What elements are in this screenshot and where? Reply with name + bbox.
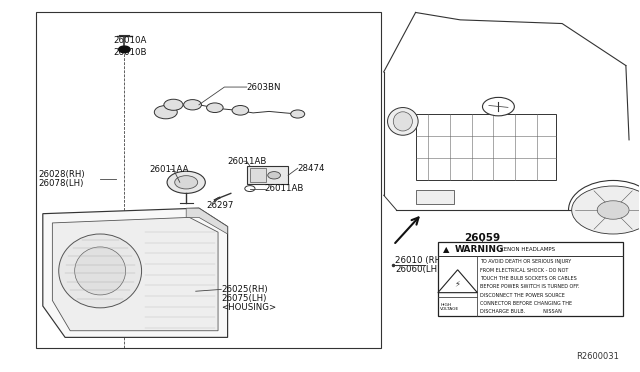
Text: BEFORE POWER SWITCH IS TURNED OFF.: BEFORE POWER SWITCH IS TURNED OFF.	[480, 284, 579, 289]
Circle shape	[232, 106, 248, 115]
Bar	[415, 114, 556, 180]
Text: 2603BN: 2603BN	[246, 83, 281, 92]
Ellipse shape	[394, 112, 412, 131]
Text: VOLTAGE: VOLTAGE	[440, 307, 460, 311]
Text: HIGH: HIGH	[440, 302, 452, 307]
Text: ▲: ▲	[443, 245, 449, 254]
Text: FROM ELECTRICAL SHOCK - DO NOT: FROM ELECTRICAL SHOCK - DO NOT	[480, 267, 568, 273]
Bar	[246, 166, 288, 184]
Text: 26011AB: 26011AB	[264, 185, 303, 193]
Circle shape	[167, 171, 205, 193]
Bar	[438, 242, 623, 316]
Circle shape	[245, 186, 255, 192]
Text: 26078(LH): 26078(LH)	[38, 179, 84, 188]
Text: 26010A: 26010A	[113, 36, 147, 45]
Text: XENON HEADLAMPS: XENON HEADLAMPS	[500, 247, 556, 251]
Circle shape	[184, 100, 202, 110]
Circle shape	[597, 201, 629, 219]
Text: WARNING: WARNING	[454, 245, 504, 254]
Ellipse shape	[59, 234, 141, 308]
Bar	[415, 190, 454, 205]
Text: 26010 (RH): 26010 (RH)	[395, 256, 445, 265]
Text: 28474: 28474	[298, 164, 325, 173]
Circle shape	[164, 99, 183, 110]
Circle shape	[268, 171, 280, 179]
Circle shape	[175, 176, 198, 189]
Text: TO AVOID DEATH OR SERIOUS INJURY: TO AVOID DEATH OR SERIOUS INJURY	[480, 259, 571, 264]
Ellipse shape	[75, 247, 125, 295]
Text: 26011AB: 26011AB	[228, 157, 267, 166]
Text: 26060(LH): 26060(LH)	[395, 264, 440, 273]
Text: 26059: 26059	[465, 233, 500, 243]
Polygon shape	[438, 270, 477, 293]
Text: 26011AA: 26011AA	[149, 165, 189, 174]
Text: DISCONNECT THE POWER SOURCE: DISCONNECT THE POWER SOURCE	[480, 293, 565, 298]
Circle shape	[291, 110, 305, 118]
Circle shape	[154, 106, 177, 119]
Circle shape	[207, 103, 223, 112]
Text: TOUCH THE BULB SOCKETS OR CABLES: TOUCH THE BULB SOCKETS OR CABLES	[480, 276, 577, 281]
Text: DISCHARGE BULB.            NISSAN: DISCHARGE BULB. NISSAN	[480, 309, 562, 314]
Polygon shape	[52, 217, 218, 331]
Text: ⚡: ⚡	[454, 279, 461, 288]
Circle shape	[572, 186, 640, 234]
Text: 26010B: 26010B	[113, 48, 147, 57]
Polygon shape	[186, 208, 228, 234]
Text: <HOUSING>: <HOUSING>	[221, 302, 276, 312]
Circle shape	[118, 46, 130, 53]
Text: R2600031: R2600031	[577, 352, 620, 361]
Bar	[250, 168, 266, 182]
Polygon shape	[43, 208, 228, 337]
Bar	[36, 13, 381, 349]
Text: 26028(RH): 26028(RH)	[38, 170, 85, 179]
Text: CONNECTOR BEFORE CHANGING THE: CONNECTOR BEFORE CHANGING THE	[480, 301, 572, 306]
Circle shape	[483, 97, 515, 116]
Text: 26025(RH): 26025(RH)	[221, 285, 268, 294]
Text: 26075(LH): 26075(LH)	[221, 294, 267, 303]
Ellipse shape	[388, 108, 418, 135]
Text: 26297: 26297	[207, 201, 234, 210]
